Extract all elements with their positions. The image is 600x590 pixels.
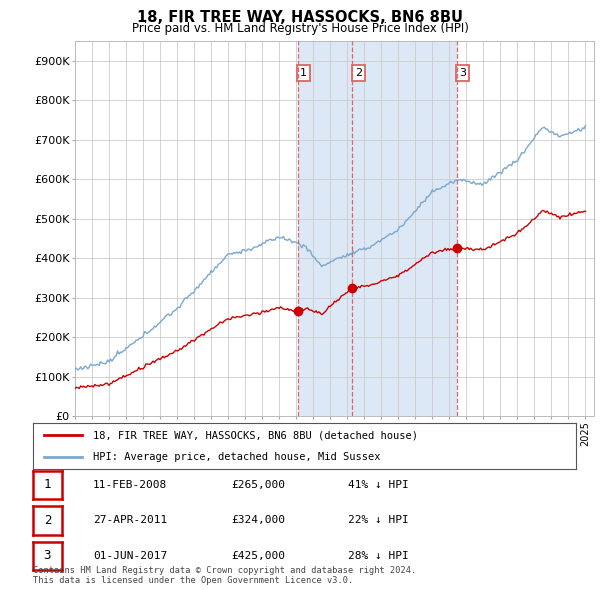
Bar bbox=[298, 41, 352, 416]
Text: 41% ↓ HPI: 41% ↓ HPI bbox=[348, 480, 409, 490]
Text: 18, FIR TREE WAY, HASSOCKS, BN6 8BU (detached house): 18, FIR TREE WAY, HASSOCKS, BN6 8BU (det… bbox=[93, 431, 418, 441]
Text: Contains HM Land Registry data © Crown copyright and database right 2024.
This d: Contains HM Land Registry data © Crown c… bbox=[33, 566, 416, 585]
Text: 01-JUN-2017: 01-JUN-2017 bbox=[93, 551, 167, 560]
Text: 22% ↓ HPI: 22% ↓ HPI bbox=[348, 516, 409, 525]
Text: £324,000: £324,000 bbox=[231, 516, 285, 525]
Text: 1: 1 bbox=[300, 68, 307, 78]
Text: 1: 1 bbox=[44, 478, 51, 491]
Text: 3: 3 bbox=[459, 68, 466, 78]
Text: 2: 2 bbox=[355, 68, 362, 78]
Text: 2: 2 bbox=[44, 514, 51, 527]
Text: 27-APR-2011: 27-APR-2011 bbox=[93, 516, 167, 525]
Text: 11-FEB-2008: 11-FEB-2008 bbox=[93, 480, 167, 490]
Bar bbox=[352, 41, 457, 416]
Text: £265,000: £265,000 bbox=[231, 480, 285, 490]
Text: £425,000: £425,000 bbox=[231, 551, 285, 560]
Text: Price paid vs. HM Land Registry's House Price Index (HPI): Price paid vs. HM Land Registry's House … bbox=[131, 22, 469, 35]
Text: 18, FIR TREE WAY, HASSOCKS, BN6 8BU: 18, FIR TREE WAY, HASSOCKS, BN6 8BU bbox=[137, 10, 463, 25]
Text: HPI: Average price, detached house, Mid Sussex: HPI: Average price, detached house, Mid … bbox=[93, 451, 380, 461]
Text: 3: 3 bbox=[44, 549, 51, 562]
Text: 28% ↓ HPI: 28% ↓ HPI bbox=[348, 551, 409, 560]
